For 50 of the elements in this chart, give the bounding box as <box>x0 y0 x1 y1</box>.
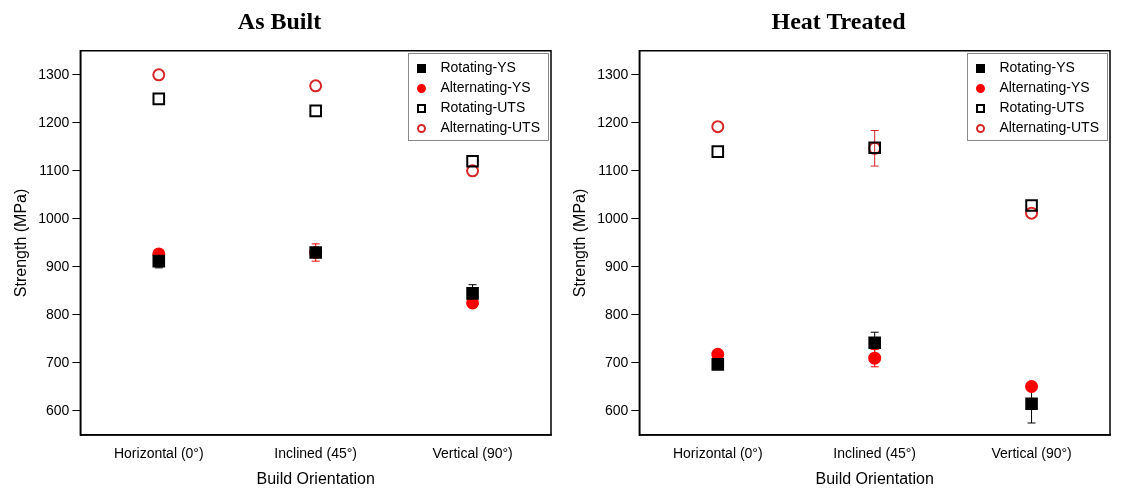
y-tick-label: 1200 <box>38 113 70 130</box>
y-tick-label: 900 <box>604 257 629 274</box>
y-tick-label: 1300 <box>597 65 629 82</box>
legend-label: Alternating-YS <box>999 78 1090 95</box>
point <box>1025 199 1038 212</box>
chart-title: Heat Treated <box>771 7 907 34</box>
x-axis-title: Build Orientation <box>256 469 375 487</box>
y-tick-label: 1200 <box>597 113 629 130</box>
y-axis-title: Strength (MPa) <box>12 188 30 298</box>
point <box>466 154 479 168</box>
point <box>466 164 480 178</box>
legend-label: Alternating-YS <box>440 78 531 95</box>
y-tick-label: 900 <box>45 257 70 274</box>
y-tick-label: 600 <box>45 401 70 418</box>
chart-title: As Built <box>237 7 322 34</box>
point <box>152 68 166 82</box>
y-tick-label: 800 <box>45 305 70 322</box>
legend-label: Alternating-UTS <box>999 118 1099 135</box>
legend-label: Rotating-UTS <box>440 98 526 115</box>
x-tick-label: Horizontal (0°) <box>113 445 204 462</box>
legend-label: Rotating-UTS <box>999 98 1085 115</box>
point <box>152 92 166 106</box>
legend-label: Rotating-YS <box>440 58 516 75</box>
point <box>1025 380 1039 393</box>
point <box>711 145 725 158</box>
x-tick-label: Vertical (90°) <box>991 445 1072 462</box>
y-tick-label: 700 <box>45 353 70 370</box>
x-tick-label: Vertical (90°) <box>432 445 513 462</box>
y-tick-label: 1100 <box>39 161 70 178</box>
legend-label: Alternating-UTS <box>440 118 540 135</box>
point <box>1025 397 1038 411</box>
point <box>711 358 725 371</box>
y-tick-label: 600 <box>604 401 629 418</box>
point <box>309 104 322 118</box>
x-tick-label: Inclined (45°) <box>274 445 357 462</box>
legend-label: Rotating-YS <box>999 58 1075 75</box>
y-tick-label: 800 <box>604 305 629 322</box>
y-axis-title: Strength (MPa) <box>571 188 589 298</box>
x-tick-label: Horizontal (0°) <box>672 445 763 462</box>
y-tick-label: 1100 <box>598 161 629 178</box>
x-axis-title: Build Orientation <box>815 469 934 487</box>
point <box>868 336 881 350</box>
y-tick-label: 1000 <box>38 209 70 226</box>
y-tick-label: 1300 <box>38 65 70 82</box>
y-tick-label: 700 <box>604 353 629 370</box>
x-tick-label: Inclined (45°) <box>833 445 916 462</box>
point <box>711 120 725 134</box>
point <box>309 79 323 93</box>
point <box>1025 206 1039 220</box>
y-tick-label: 1000 <box>597 209 629 226</box>
